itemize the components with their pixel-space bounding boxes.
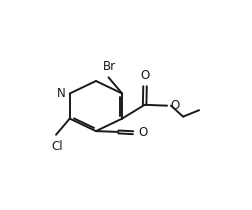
Text: O: O [140, 69, 150, 82]
Text: N: N [57, 87, 66, 100]
Text: Cl: Cl [51, 140, 63, 153]
Text: O: O [138, 126, 147, 139]
Text: Br: Br [103, 60, 116, 73]
Text: O: O [170, 99, 180, 112]
